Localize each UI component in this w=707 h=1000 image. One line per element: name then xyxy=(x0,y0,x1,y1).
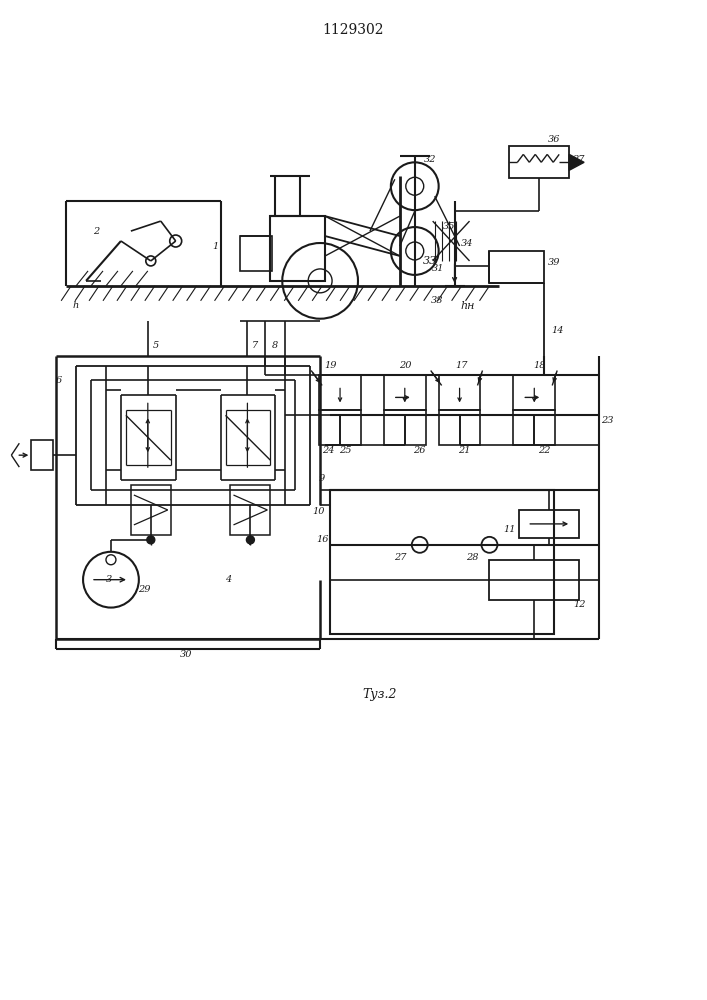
Text: 33: 33 xyxy=(423,256,437,266)
Text: 5: 5 xyxy=(153,341,159,350)
Text: 31: 31 xyxy=(431,264,444,273)
Text: 24: 24 xyxy=(322,446,334,455)
Text: 30: 30 xyxy=(180,650,192,659)
Text: 20: 20 xyxy=(399,361,411,370)
Text: 6: 6 xyxy=(56,376,62,385)
Text: 25: 25 xyxy=(339,446,351,455)
Bar xyxy=(31,440,53,470)
Text: 29: 29 xyxy=(138,585,150,594)
Text: hн: hн xyxy=(460,301,475,311)
Text: 3: 3 xyxy=(106,575,112,584)
Bar xyxy=(509,146,569,178)
Bar xyxy=(489,560,579,600)
Bar xyxy=(319,375,361,410)
Bar xyxy=(230,485,270,535)
Text: 9: 9 xyxy=(319,474,325,483)
Text: 4: 4 xyxy=(226,575,232,584)
Text: 7: 7 xyxy=(252,341,259,350)
Bar xyxy=(438,410,481,445)
Text: 36: 36 xyxy=(548,135,561,144)
Bar xyxy=(520,510,579,538)
Bar xyxy=(513,375,555,410)
Text: 37: 37 xyxy=(573,155,585,164)
Bar xyxy=(438,375,481,410)
Text: 2: 2 xyxy=(93,227,99,236)
Text: 1129302: 1129302 xyxy=(322,23,384,37)
Bar xyxy=(270,216,325,281)
Text: 39: 39 xyxy=(548,258,561,267)
Bar xyxy=(513,410,555,445)
Text: 21: 21 xyxy=(458,446,471,455)
Text: 22: 22 xyxy=(538,446,551,455)
Text: 8: 8 xyxy=(272,341,279,350)
Text: 17: 17 xyxy=(455,361,468,370)
Text: 11: 11 xyxy=(503,525,515,534)
Bar xyxy=(330,490,554,634)
Text: Τуз.2: Τуз.2 xyxy=(363,688,397,701)
Text: 35: 35 xyxy=(443,222,456,231)
Text: 34: 34 xyxy=(461,239,474,248)
Text: 14: 14 xyxy=(551,326,563,335)
Text: h: h xyxy=(73,301,79,310)
Text: 26: 26 xyxy=(414,446,426,455)
Text: 1: 1 xyxy=(212,242,218,251)
Text: 32: 32 xyxy=(423,155,436,164)
Circle shape xyxy=(147,536,155,544)
Text: 38: 38 xyxy=(431,296,443,305)
Text: 28: 28 xyxy=(467,553,479,562)
Polygon shape xyxy=(569,154,584,170)
Text: 10: 10 xyxy=(312,507,325,516)
Text: 19: 19 xyxy=(324,361,337,370)
Text: 16: 16 xyxy=(316,535,328,544)
Bar xyxy=(131,485,170,535)
Text: 27: 27 xyxy=(394,553,406,562)
Bar xyxy=(319,410,361,445)
Text: 12: 12 xyxy=(573,600,585,609)
Circle shape xyxy=(247,536,255,544)
Bar xyxy=(384,375,426,410)
Bar xyxy=(489,251,544,283)
Text: 18: 18 xyxy=(533,361,546,370)
Text: 23: 23 xyxy=(601,416,613,425)
Bar xyxy=(240,236,272,271)
Bar xyxy=(384,410,426,445)
